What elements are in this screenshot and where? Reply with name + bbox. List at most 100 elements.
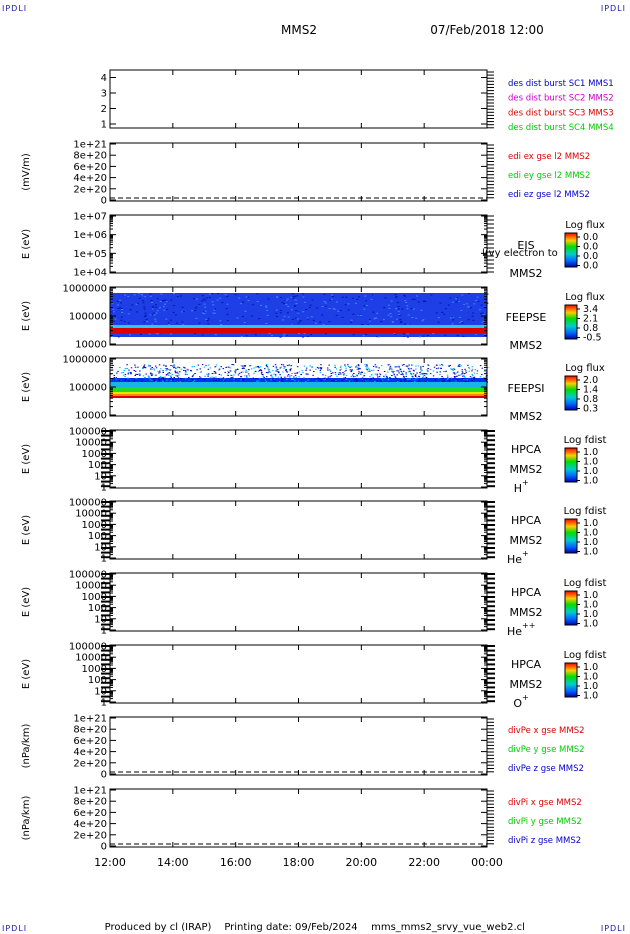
- feepse-flux-speck: [245, 335, 248, 337]
- feepsi-flux-speck: [186, 374, 189, 375]
- feepsi-flux-speck: [143, 365, 145, 367]
- feepsi-flux-speck: [256, 380, 258, 382]
- feepsi-flux-speck: [481, 374, 483, 376]
- feepsi-flux-speck: [374, 380, 376, 382]
- feepse-flux-speck: [370, 298, 373, 300]
- legend-entry: divPi x gse MMS2: [508, 798, 582, 808]
- feepsi-flux-speck: [262, 376, 264, 378]
- feepsi-flux-speck: [220, 374, 223, 376]
- feepsi-flux-speck: [412, 376, 414, 378]
- feepsi-flux-speck: [303, 377, 305, 379]
- feepsi-flux-speck: [409, 378, 411, 380]
- feepsi-flux-speck: [155, 381, 157, 382]
- feepse-flux-speck: [396, 302, 399, 304]
- feepsi-flux-speck: [230, 374, 232, 376]
- feepsi-flux-speck: [279, 378, 282, 380]
- feepsi-flux-speck: [343, 374, 345, 376]
- feepsi-flux-speck: [434, 379, 437, 381]
- feepsi-flux-speck: [255, 378, 257, 379]
- colorbar-title: Log fdist: [564, 506, 607, 517]
- feepsi-flux-band-orange: [110, 394, 487, 397]
- feepsi-flux-speck: [459, 364, 461, 365]
- feepse-flux-speck: [286, 312, 289, 314]
- feepse-flux-speck: [275, 315, 278, 317]
- panel-frame: [109, 142, 488, 202]
- feepsi-flux-speck: [402, 374, 404, 376]
- legend-entry: divPe y gse MMS2: [508, 745, 585, 755]
- colorbar-value: 1.0: [583, 590, 598, 601]
- feepse-flux-speck: [423, 300, 425, 302]
- feepsi-flux-speck: [380, 380, 383, 382]
- corner-label-bottom-left: IPDLI: [2, 924, 28, 933]
- feepse-flux-speck: [312, 319, 315, 321]
- feepse-flux-speck: [352, 334, 355, 336]
- feepsi-flux-speck: [159, 375, 162, 377]
- feepsi-flux-speck: [251, 381, 254, 383]
- feepsi-flux-speck: [128, 380, 130, 382]
- feepse-flux-speck: [460, 309, 463, 311]
- feepse-flux-speck: [155, 306, 158, 308]
- feepsi-flux-speck: [455, 380, 457, 382]
- feepse-flux-speck: [258, 318, 261, 320]
- feepse-flux-speck: [323, 301, 326, 303]
- feepsi-flux-speck: [205, 365, 207, 367]
- feepsi-flux-speck: [173, 365, 176, 367]
- feepsi-flux-speck: [397, 370, 400, 372]
- feepsi-flux-speck: [160, 368, 162, 370]
- feepsi-flux-speck: [332, 380, 334, 382]
- feepse-flux-speck: [140, 333, 142, 335]
- feepsi-flux-speck: [151, 367, 153, 368]
- feepse-flux-speck: [363, 308, 366, 310]
- feepse-flux-speck: [303, 332, 306, 334]
- feepse-flux-speck: [399, 314, 402, 316]
- feepse-flux-speck: [461, 322, 464, 324]
- feepsi-flux-speck: [369, 379, 372, 381]
- feepse-flux-speck: [391, 321, 394, 323]
- footer-printing-date: Printing date: 09/Feb/2024: [224, 922, 357, 933]
- feepse-flux-speck: [396, 318, 398, 320]
- feepse-flux-speck: [283, 333, 286, 335]
- colorbar: [564, 590, 578, 626]
- feepsi-flux-speck: [391, 370, 393, 372]
- feepsi-flux-speck: [279, 367, 281, 369]
- colorbar-value: 1.0: [583, 691, 598, 702]
- feepsi-flux-speck: [403, 370, 405, 372]
- feepsi-flux-speck: [138, 373, 140, 375]
- feepsi-flux-speck: [389, 377, 391, 378]
- feepse-flux-speck: [127, 313, 130, 315]
- feepsi-flux-speck: [320, 380, 323, 382]
- feepse-flux-speck: [382, 318, 385, 320]
- feepse-flux-speck: [208, 297, 211, 299]
- feepsi-flux-speck: [354, 378, 357, 380]
- feepsi-flux-band-red: [110, 396, 487, 398]
- feepse-flux-speck: [120, 308, 123, 309]
- feepsi-flux-speck: [207, 368, 210, 370]
- feepsi-flux-speck: [355, 374, 358, 376]
- feepsi-flux-speck: [388, 381, 390, 383]
- y-tick-label: 10000: [75, 509, 107, 520]
- feepsi-flux-speck: [166, 368, 168, 369]
- feepsi-flux-speck: [263, 377, 265, 379]
- feepse-flux-speck: [383, 307, 386, 309]
- feepse-flux-speck: [162, 306, 165, 308]
- feepsi-flux-speck: [162, 377, 165, 379]
- legend-entry: edi ey gse l2 MMS2: [508, 171, 590, 181]
- feepse-flux-speck: [406, 308, 409, 310]
- feepsi-flux-speck: [456, 379, 459, 381]
- feepsi-flux-speck: [354, 376, 356, 377]
- feepsi-flux-speck: [258, 378, 261, 380]
- feepsi-flux-speck: [334, 381, 337, 383]
- feepsi-flux-speck: [355, 366, 357, 368]
- feepse-flux-speck: [149, 295, 152, 297]
- feepsi-flux-speck: [208, 364, 210, 366]
- feepsi-flux-speck: [281, 378, 283, 380]
- feepsi-flux-speck: [269, 371, 272, 373]
- feepsi-flux-speck: [134, 370, 137, 372]
- feepse-flux-speck: [337, 310, 340, 312]
- feepsi-flux-speck: [152, 378, 154, 380]
- feepsi-flux-speck: [260, 372, 263, 374]
- feepsi-flux-speck: [354, 379, 356, 381]
